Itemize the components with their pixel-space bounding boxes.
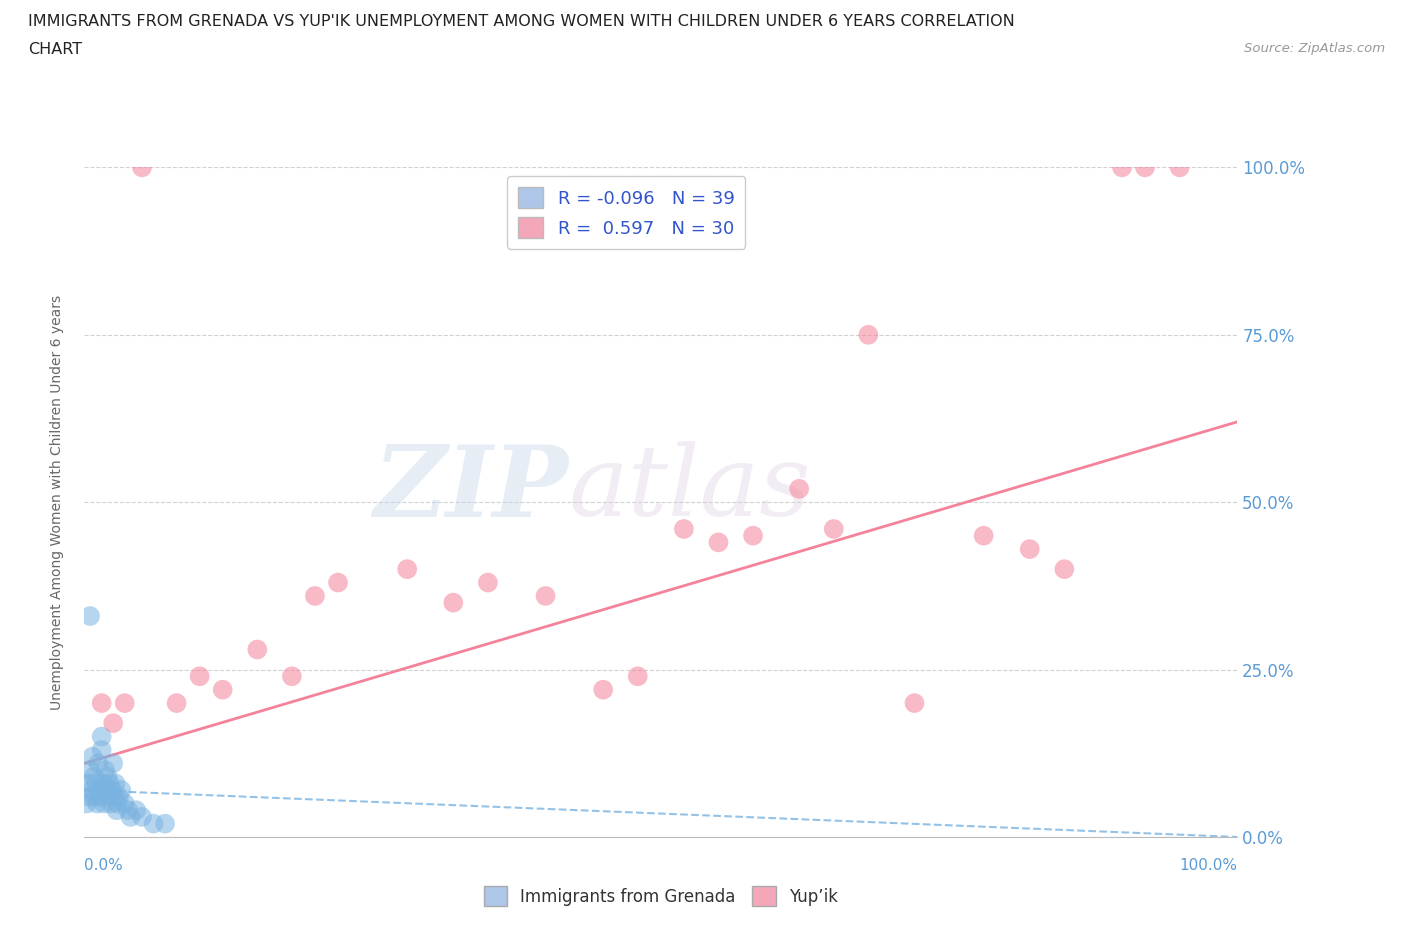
Text: atlas: atlas xyxy=(568,441,811,537)
Point xyxy=(304,589,326,604)
Point xyxy=(76,796,98,811)
Point xyxy=(93,796,115,811)
Point xyxy=(742,528,765,543)
Point xyxy=(1133,160,1156,175)
Point xyxy=(98,776,121,790)
Point xyxy=(83,769,105,784)
Point xyxy=(114,796,136,811)
Text: 100.0%: 100.0% xyxy=(1180,857,1237,872)
Point xyxy=(114,696,136,711)
Point xyxy=(108,790,131,804)
Point xyxy=(142,817,165,831)
Text: IMMIGRANTS FROM GRENADA VS YUP'IK UNEMPLOYMENT AMONG WOMEN WITH CHILDREN UNDER 6: IMMIGRANTS FROM GRENADA VS YUP'IK UNEMPL… xyxy=(28,14,1015,29)
Point xyxy=(1053,562,1076,577)
Point xyxy=(973,528,995,543)
Point xyxy=(79,763,101,777)
Point xyxy=(326,575,349,590)
Point xyxy=(104,776,127,790)
Point xyxy=(477,575,499,590)
Point xyxy=(858,327,880,342)
Point xyxy=(83,790,105,804)
Point xyxy=(110,783,132,798)
Point xyxy=(707,535,730,550)
Point xyxy=(96,769,118,784)
Point xyxy=(86,796,108,811)
Point xyxy=(89,783,111,798)
Point xyxy=(107,796,129,811)
Point xyxy=(90,729,112,744)
Text: ZIP: ZIP xyxy=(374,441,568,537)
Point xyxy=(87,756,110,771)
Point xyxy=(117,803,139,817)
Point xyxy=(105,803,128,817)
Point xyxy=(94,763,117,777)
Point xyxy=(396,562,419,577)
Point xyxy=(903,696,925,711)
Point xyxy=(103,756,125,771)
Legend: R = -0.096   N = 39, R =  0.597   N = 30: R = -0.096 N = 39, R = 0.597 N = 30 xyxy=(508,177,745,249)
Text: 0.0%: 0.0% xyxy=(84,857,124,872)
Point xyxy=(103,716,125,731)
Point xyxy=(153,817,176,831)
Point xyxy=(77,790,100,804)
Point xyxy=(787,482,810,497)
Legend: Immigrants from Grenada, Yup’ik: Immigrants from Grenada, Yup’ik xyxy=(477,880,845,912)
Point xyxy=(84,776,107,790)
Point xyxy=(1018,541,1040,556)
Point xyxy=(131,160,153,175)
Point xyxy=(96,783,118,798)
Point xyxy=(188,669,211,684)
Point xyxy=(91,776,114,790)
Point xyxy=(246,642,269,657)
Point xyxy=(89,790,111,804)
Point xyxy=(101,783,124,798)
Point xyxy=(90,742,112,757)
Y-axis label: Unemployment Among Women with Children Under 6 years: Unemployment Among Women with Children U… xyxy=(49,295,63,710)
Point xyxy=(76,776,98,790)
Text: CHART: CHART xyxy=(28,42,82,57)
Point xyxy=(166,696,188,711)
Point xyxy=(627,669,650,684)
Point xyxy=(592,683,614,698)
Point xyxy=(100,796,122,811)
Point xyxy=(97,790,120,804)
Point xyxy=(120,809,142,824)
Point xyxy=(211,683,233,698)
Point xyxy=(1168,160,1191,175)
Point xyxy=(103,790,125,804)
Point xyxy=(80,783,103,798)
Point xyxy=(281,669,304,684)
Point xyxy=(90,696,112,711)
Point xyxy=(82,750,104,764)
Point xyxy=(441,595,464,610)
Point xyxy=(672,522,695,537)
Point xyxy=(823,522,845,537)
Text: Source: ZipAtlas.com: Source: ZipAtlas.com xyxy=(1244,42,1385,55)
Point xyxy=(131,809,153,824)
Point xyxy=(125,803,148,817)
Point xyxy=(79,608,101,623)
Point xyxy=(534,589,557,604)
Point xyxy=(1111,160,1133,175)
